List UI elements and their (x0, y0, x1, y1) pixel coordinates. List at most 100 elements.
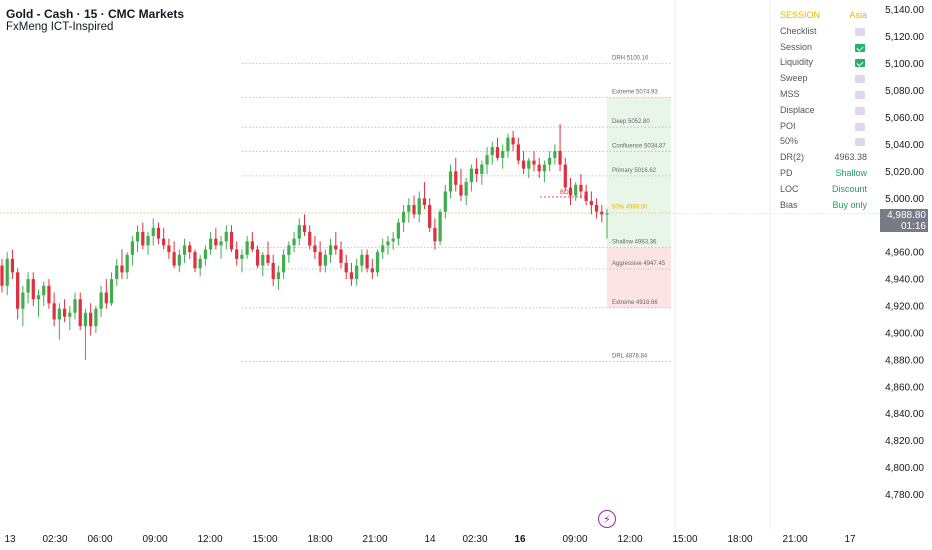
candle-body (302, 225, 307, 232)
candle-body (21, 292, 25, 309)
candle-body (177, 254, 181, 266)
candle-body (474, 168, 479, 175)
premium-discount-zones (607, 97, 671, 308)
candle-body (391, 238, 395, 242)
candle-body (516, 144, 520, 161)
sweep-label: Sweep (780, 73, 808, 84)
candle-body (26, 279, 30, 293)
bias-value: Buy only (832, 199, 867, 210)
candle-body (323, 254, 327, 266)
candle-body (375, 252, 380, 273)
candle-body (428, 205, 432, 228)
x-tick-label: 18:00 (727, 534, 752, 545)
poi-row: POI (776, 119, 871, 135)
dr-label: DR(2) (780, 152, 804, 163)
candle-body (235, 249, 239, 259)
candle-body (292, 238, 296, 246)
x-tick-label: 12:00 (617, 534, 642, 545)
pd-value: Shallow (835, 167, 867, 178)
x-tick-label: 02:30 (462, 534, 487, 545)
candle-body (198, 258, 202, 269)
candle-body (605, 213, 609, 215)
candle-body (135, 231, 140, 242)
x-tick-label: 18:00 (307, 534, 332, 545)
candle-body (182, 245, 187, 255)
checklist-row: Checklist (776, 24, 871, 40)
pd-label: PD (780, 167, 793, 178)
candle-body (36, 295, 41, 300)
x-tick-label: 17 (844, 534, 856, 545)
candle-body (401, 211, 406, 223)
candle-body (485, 155, 489, 165)
x-tick-label: 09:00 (562, 534, 587, 545)
level-label: Aggressive 4947.45 (612, 261, 666, 267)
lightning-bolt-icon[interactable]: ⚡ (598, 510, 616, 528)
candle-body (130, 241, 135, 255)
candle-body (203, 249, 208, 259)
candle-body (600, 211, 604, 215)
candle-body (454, 171, 458, 185)
bos-label: BOS (560, 190, 573, 196)
displace-row: Displace (776, 103, 871, 119)
candle-body (261, 254, 265, 266)
pd-row: PD Shallow (776, 166, 871, 182)
y-tick-label: 5,060.00 (885, 113, 924, 124)
sweep-row: Sweep (776, 71, 871, 87)
candle-body (146, 235, 150, 246)
candle-body (365, 254, 369, 269)
ict-checklist-panel: SESSION Asia Checklist Session Liquidity… (776, 8, 871, 213)
y-tick-label: 4,780.00 (885, 490, 924, 501)
candle-body (31, 279, 35, 300)
candles (0, 124, 609, 360)
level-label: Deep 5052.80 (612, 119, 650, 125)
level-label: 50% 4989.50 (612, 204, 648, 210)
y-tick-label: 5,040.00 (885, 140, 924, 151)
candle-body (532, 160, 536, 165)
checklist-label: Checklist (780, 25, 817, 36)
bias-label: Bias (780, 199, 798, 210)
candle-body (188, 245, 192, 253)
candle-body (271, 262, 275, 280)
level-label: Primary 5016.62 (612, 168, 657, 174)
indicator-name[interactable]: FxMeng ICT-Inspired (6, 21, 114, 33)
candle-body (57, 308, 61, 320)
candle-body (548, 157, 552, 165)
y-tick-label: 5,080.00 (885, 86, 924, 97)
candle-body (386, 241, 390, 246)
candle-body (344, 262, 348, 273)
candle-body (10, 258, 15, 273)
x-tick-label: 21:00 (362, 534, 387, 545)
last-price-tag: 4,988.80 01:16 (880, 209, 928, 232)
x-tick-label: 06:00 (87, 534, 112, 545)
displace-label: Displace (780, 104, 815, 115)
candle-body (422, 198, 427, 205)
x-tick-label: 09:00 (142, 534, 167, 545)
candle-body (287, 245, 291, 255)
level-label: Shallow 4963.36 (612, 240, 657, 246)
candle-body (229, 231, 234, 250)
candle-body (318, 252, 322, 266)
candle-body (370, 268, 374, 273)
y-tick-label: 4,820.00 (885, 436, 924, 447)
candle-body (297, 225, 301, 239)
candle-body (542, 164, 547, 172)
y-tick-label: 4,840.00 (885, 409, 924, 420)
candle-body (506, 137, 510, 152)
candle-body (255, 249, 260, 266)
liquidity-row: Liquidity (776, 55, 871, 71)
candle-body (594, 205, 599, 212)
candle-body (407, 205, 411, 212)
candle-body (141, 231, 145, 246)
vertical-gridlines (674, 0, 771, 530)
x-tick-label: 21:00 (782, 534, 807, 545)
candle-body (125, 254, 129, 273)
y-tick-label: 4,880.00 (885, 355, 924, 366)
candle-body (240, 254, 244, 259)
session-label: Session (780, 41, 813, 52)
candle-body (16, 272, 20, 309)
ict-levels: DRH 5100.16 Extreme 5074.93 Deep 5052.80 Co… (0, 55, 880, 362)
discount-zone (607, 247, 671, 308)
price-axis: 5,140.00 5,120.00 5,100.00 5,080.00 5,060.00… (885, 5, 924, 501)
candle-body (250, 241, 254, 250)
x-tick-label: 12:00 (197, 534, 222, 545)
